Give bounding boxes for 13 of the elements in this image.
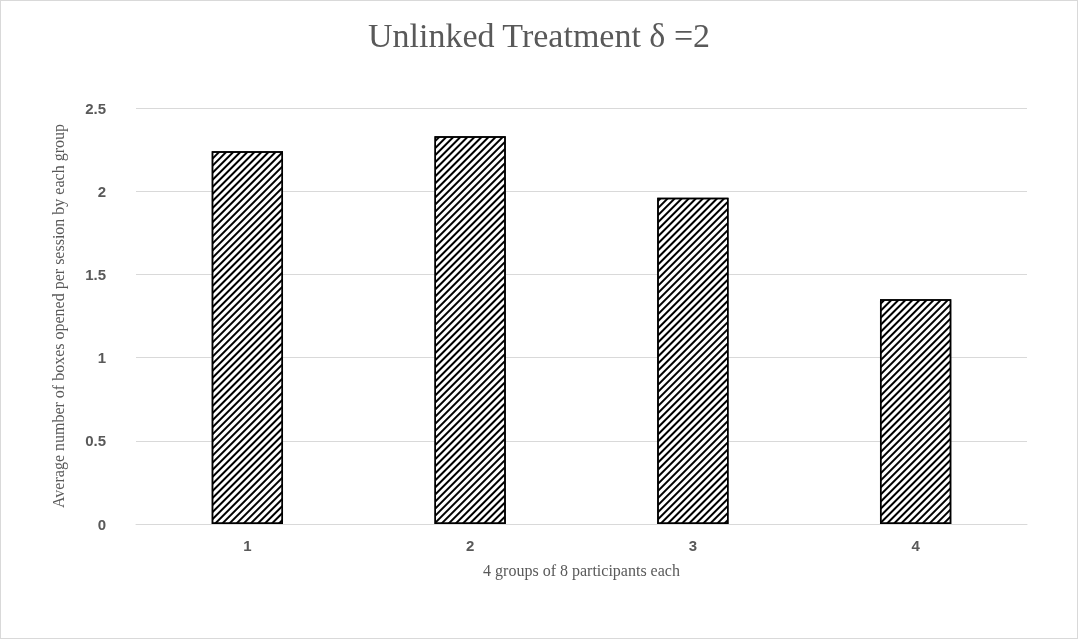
x-tick-label: 4	[911, 537, 921, 554]
y-tick-label: 2.5	[85, 99, 106, 117]
y-axis-title: Average number of boxes opened per session by each group	[49, 123, 68, 509]
y-tick-label: 1.5	[85, 265, 106, 283]
y-tick-label: 2	[97, 182, 106, 200]
x-tick-label: 2	[465, 537, 475, 554]
x-axis-title: 4 groups of 8 participants each	[483, 561, 680, 580]
x-tick-label: 3	[688, 537, 698, 554]
y-tick-label: 0.5	[85, 432, 106, 450]
chart-title: Unlinked Treatment δ =2	[367, 16, 711, 54]
x-tick-label: 1	[243, 537, 252, 554]
y-tick-label: 0	[97, 515, 106, 533]
y-tick-label: 1	[97, 349, 106, 367]
